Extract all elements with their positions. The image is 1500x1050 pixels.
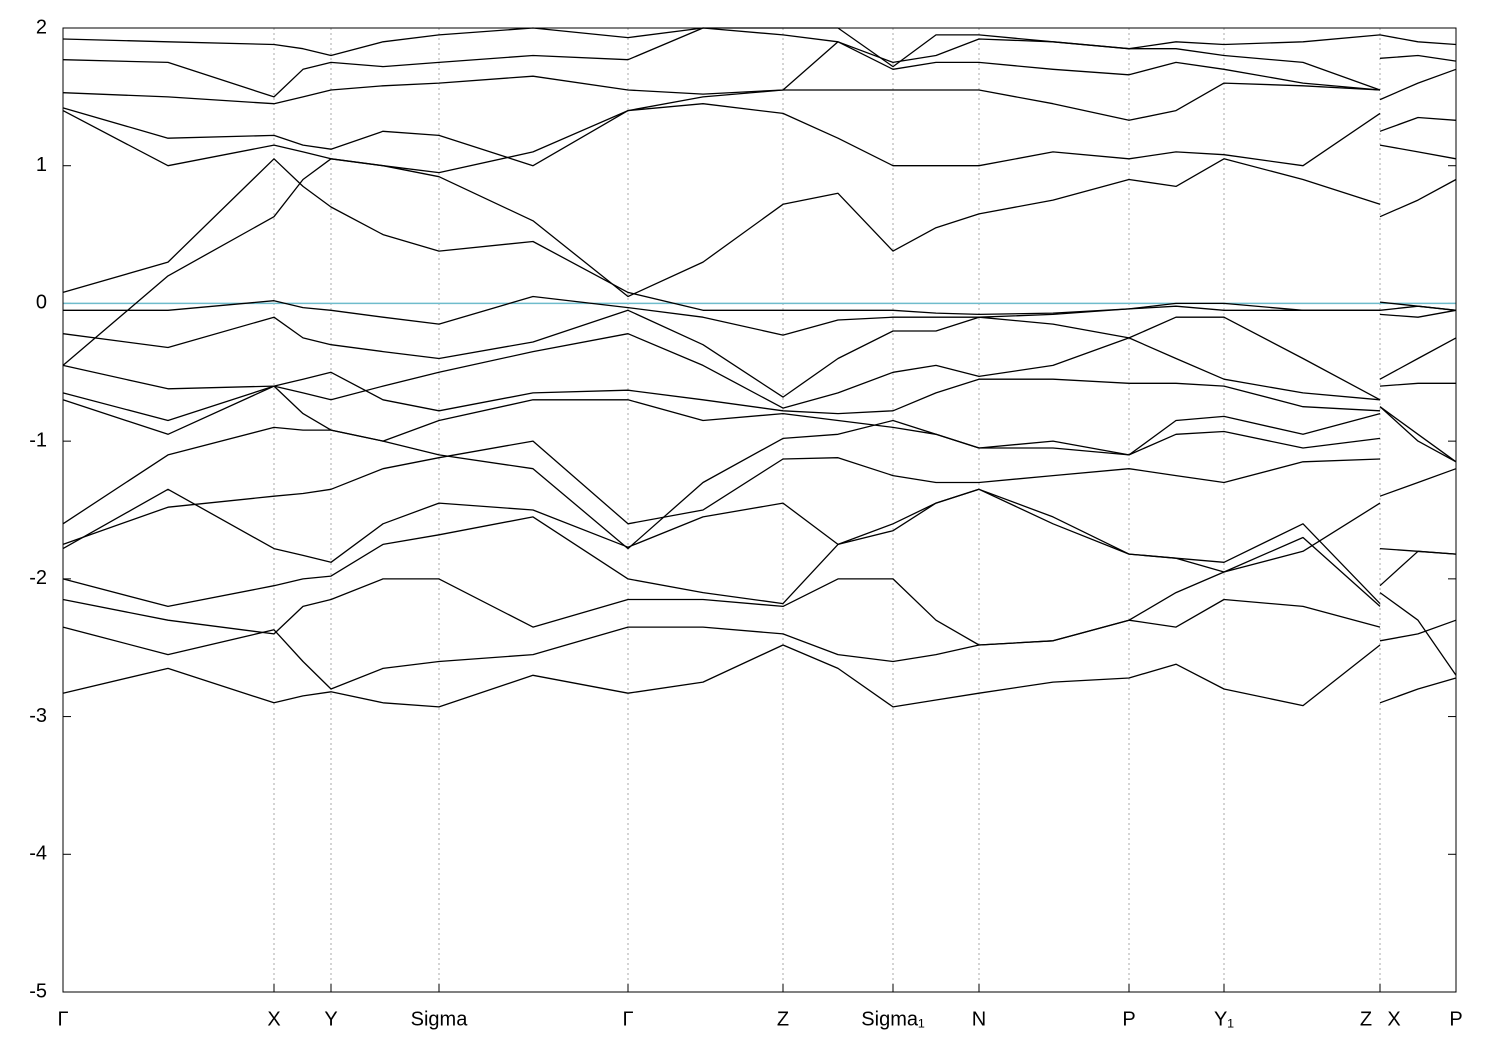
- band-line: [62, 644, 1457, 708]
- band-line: [62, 385, 1457, 463]
- x-tick-label: Γ: [57, 1008, 68, 1030]
- band-line: [62, 440, 1457, 546]
- band-line: [62, 27, 1457, 98]
- y-tick-label: -2: [29, 567, 47, 589]
- plot-frame: [62, 27, 1457, 993]
- x-tick-label: X: [267, 1008, 280, 1030]
- band-line: [62, 371, 1456, 422]
- x-tick-label: Sigma₁: [861, 1008, 925, 1030]
- band-line: [62, 158, 1457, 316]
- x-tick-label: Sigma: [411, 1008, 469, 1030]
- band-line: [62, 82, 1457, 167]
- y-tick-label: -4: [29, 843, 47, 865]
- band-line: [62, 41, 1457, 105]
- x-tick-label: X: [1387, 1008, 1400, 1030]
- x-tick-label: Y₁: [1214, 1008, 1234, 1030]
- band-line: [62, 333, 1457, 409]
- band-line: [62, 406, 1457, 550]
- x-tick-label: P: [1449, 1008, 1462, 1030]
- band-line: [62, 103, 1457, 174]
- y-tick-label: -3: [29, 705, 47, 727]
- y-tick-label: -5: [29, 980, 47, 1002]
- band-line: [62, 158, 1457, 366]
- x-tick-label: Z: [777, 1008, 789, 1030]
- y-tick-label: 1: [36, 154, 47, 176]
- band-line: [62, 598, 1457, 690]
- x-tick-label: Y: [324, 1008, 337, 1030]
- y-tick-label: 2: [36, 16, 47, 38]
- band-line: [62, 536, 1457, 676]
- x-tick-label: Z: [1360, 1008, 1372, 1030]
- y-tick-label: 0: [36, 292, 47, 314]
- x-tick-label: Γ: [622, 1008, 633, 1030]
- band-line: [62, 309, 1457, 401]
- band-line: [62, 488, 1457, 573]
- x-tick-label: P: [1122, 1008, 1135, 1030]
- x-tick-label: N: [972, 1008, 986, 1030]
- band-line: [62, 27, 1457, 68]
- y-tick-label: -1: [29, 429, 47, 451]
